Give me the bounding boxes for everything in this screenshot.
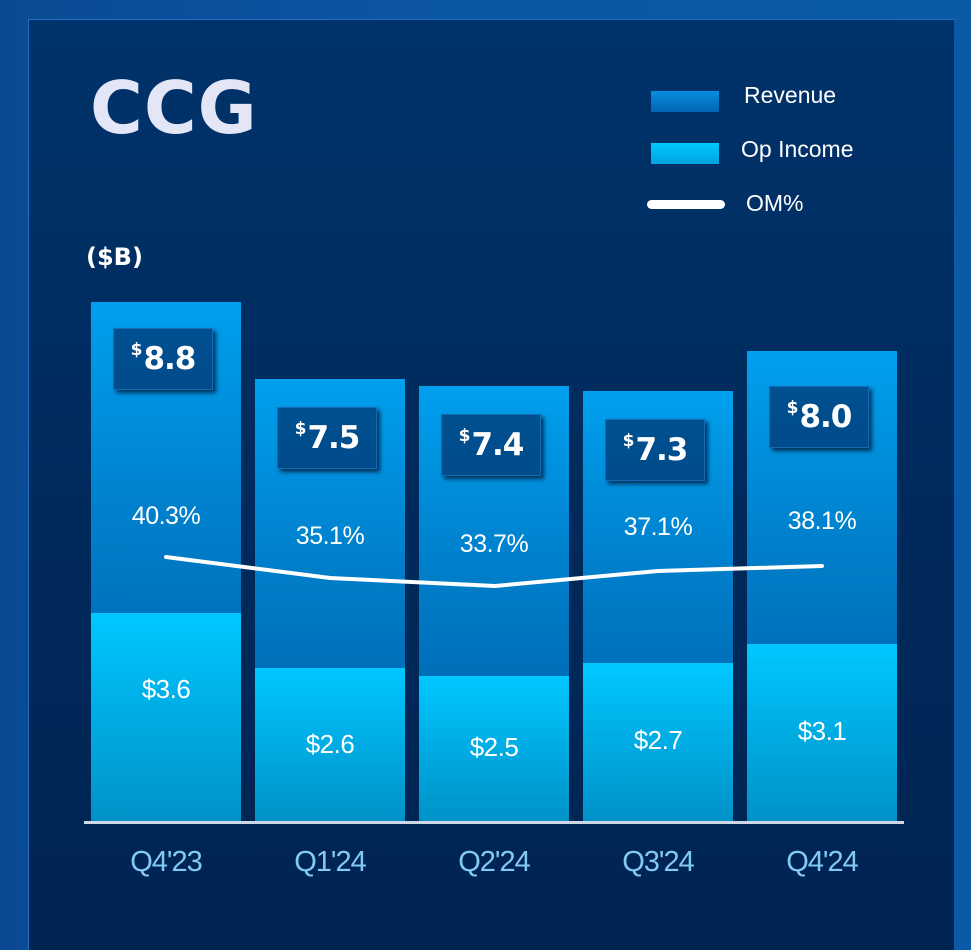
x-axis-label: Q4'23 — [130, 846, 202, 878]
revenue-value-badge: $7.3 — [605, 419, 705, 481]
legend-line-om — [647, 200, 725, 209]
unit-label: ($B) — [86, 243, 143, 271]
op-income-label: $2.7 — [633, 725, 683, 755]
legend-label-om: OM% — [746, 190, 804, 216]
revenue-value-badge: $8.0 — [769, 386, 869, 448]
op-income-bar — [255, 668, 405, 822]
bar-group-q3-24: $7.3 37.1% $2.7 — [583, 391, 733, 822]
legend-label-revenue: Revenue — [744, 82, 837, 108]
x-axis-label: Q3'24 — [622, 846, 694, 878]
op-income-bar — [747, 644, 897, 822]
om-percent-line — [0, 0, 971, 928]
x-axis-line — [84, 821, 904, 824]
op-income-bar — [583, 663, 733, 822]
revenue-value-badge: $8.8 — [113, 328, 213, 390]
om-percent-label: 33.7% — [459, 530, 529, 558]
om-percent-label: 35.1% — [295, 522, 365, 550]
revenue-value-badge: $7.4 — [441, 414, 541, 476]
bar-group-q4-24: $8.0 38.1% $3.1 — [747, 351, 897, 822]
chart-title: CCG — [90, 66, 258, 150]
op-income-bar — [419, 676, 569, 822]
legend-swatch-op-income — [651, 143, 719, 164]
om-percent-label: 40.3% — [131, 502, 201, 530]
legend-swatch-revenue — [651, 91, 719, 112]
op-income-label: $2.5 — [469, 732, 519, 762]
bar-group-q2-24: $7.4 33.7% $2.5 — [419, 386, 569, 822]
om-percent-label: 37.1% — [623, 513, 693, 541]
revenue-value-badge: $7.5 — [277, 407, 377, 469]
om-percent-label: 38.1% — [787, 507, 857, 535]
x-axis-label: Q1'24 — [294, 846, 366, 878]
op-income-bar — [91, 613, 241, 822]
bar-group-q1-24: $7.5 35.1% $2.6 — [255, 379, 405, 822]
op-income-label: $2.6 — [305, 729, 355, 759]
legend-label-op-income: Op Income — [741, 136, 854, 162]
x-axis-label: Q2'24 — [458, 846, 530, 878]
x-axis-label: Q4'24 — [786, 846, 858, 878]
op-income-label: $3.1 — [797, 716, 847, 746]
op-income-label: $3.6 — [141, 674, 191, 704]
